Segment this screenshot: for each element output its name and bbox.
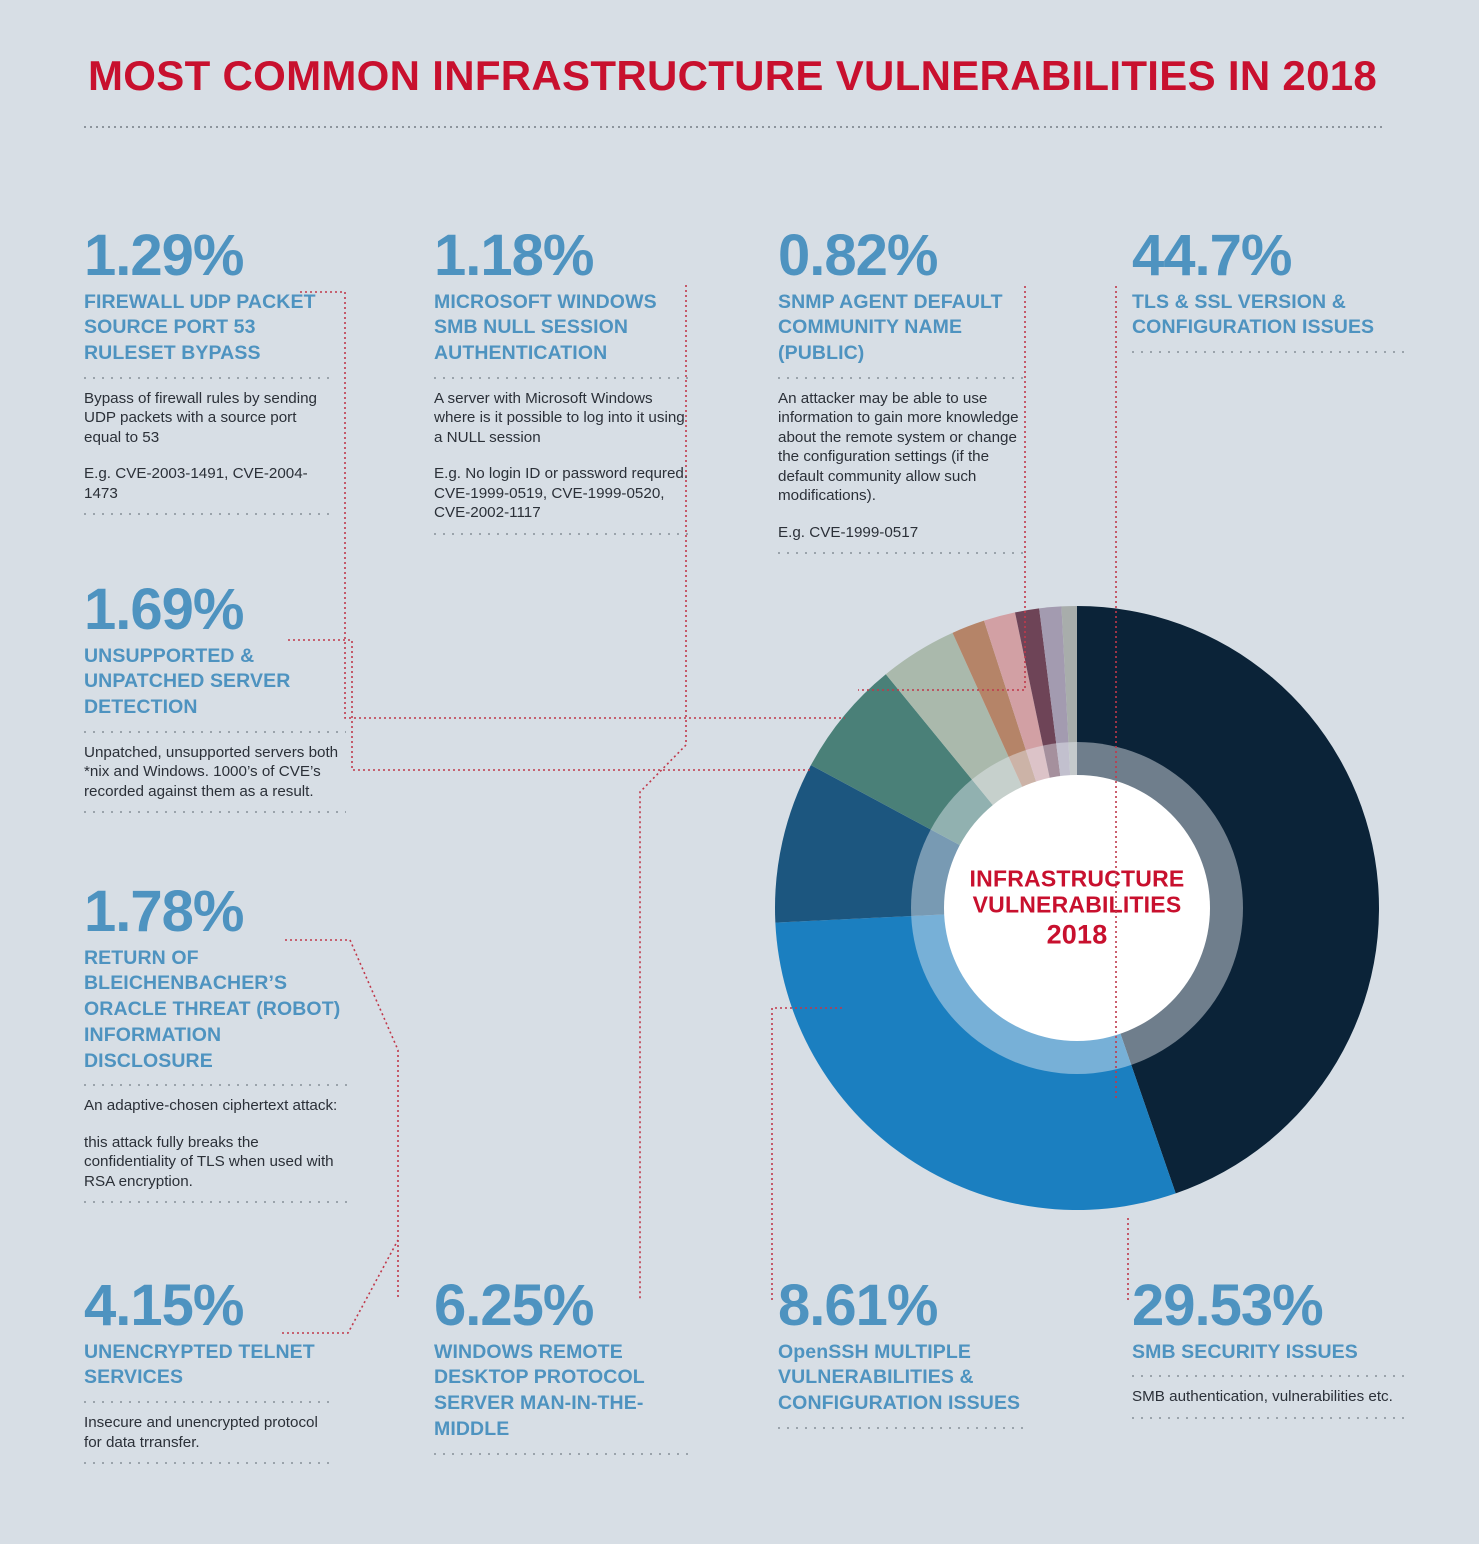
block-heading: MICROSOFT WINDOWS SMB NULL SESSION AUTHE… — [434, 290, 657, 365]
block-divider-bottom — [84, 513, 334, 516]
block-divider-bottom — [84, 1462, 336, 1465]
block-body-cve: E.g. No login ID or password requred. CV… — [434, 465, 689, 522]
block-heading: SNMP AGENT DEFAULT COMMUNITY NAME (PUBLI… — [778, 290, 1003, 365]
block-openssh-multiple: 8.61% OpenSSH MULTIPLE VULNERABILITIES &… — [778, 1273, 1030, 1439]
block-body-cve: E.g. CVE-2003-1491, CVE-2004-1473 — [84, 465, 308, 502]
block-body: SMB authentication, vulnerabilities etc. — [1132, 1388, 1393, 1406]
block-robot-disclosure: 1.78% RETURN OF BLEICHENBACHER’S ORACLE … — [84, 879, 350, 1213]
block-body: Bypass of firewall rules by sending UDP … — [84, 389, 317, 446]
donut-chart-svg — [774, 606, 1380, 1211]
block-percent: 1.18% — [434, 223, 594, 288]
block-divider — [84, 1084, 350, 1087]
block-divider — [84, 376, 334, 379]
block-divider-bottom — [778, 1426, 1030, 1429]
block-divider — [84, 730, 346, 733]
page-title: MOST COMMON INFRASTRUCTURE VULNERABILITI… — [88, 52, 1378, 99]
block-divider-bottom — [1132, 1416, 1404, 1419]
block-divider — [84, 1401, 336, 1404]
block-divider-bottom — [778, 552, 1030, 555]
block-body: An attacker may be able to use informati… — [778, 389, 1019, 505]
block-divider — [778, 376, 1030, 379]
block-heading: UNENCRYPTED TELNET SERVICES — [84, 1340, 315, 1389]
block-percent: 29.53% — [1132, 1273, 1324, 1338]
block-percent: 0.82% — [778, 223, 938, 288]
title-divider — [84, 126, 1384, 128]
pie-slice — [1077, 606, 1380, 1194]
block-divider — [1132, 1375, 1404, 1378]
block-heading: TLS & SSL VERSION & CONFIGURATION ISSUES — [1132, 290, 1375, 339]
center-hole — [944, 775, 1210, 1041]
block-percent: 4.15% — [84, 1273, 244, 1338]
block-heading: WINDOWS REMOTE DESKTOP PROTOCOL SERVER M… — [434, 1340, 645, 1440]
block-tls-ssl-version: 44.7% TLS & SSL VERSION & CONFIGURATION … — [1132, 223, 1404, 363]
block-smb-security: 29.53% SMB SECURITY ISSUES SMB authentic… — [1132, 1273, 1404, 1429]
block-heading: UNSUPPORTED & UNPATCHED SERVER DETECTION — [84, 644, 291, 719]
block-body: A server with Microsoft Windows where is… — [434, 389, 685, 446]
block-percent: 44.7% — [1132, 223, 1292, 288]
connector-unsupported — [288, 639, 812, 771]
block-body: Insecure and unencrypted protocol for da… — [84, 1414, 318, 1451]
block-body: Unpatched, unsupported servers both *nix… — [84, 743, 339, 800]
block-heading: FIREWALL UDP PACKET SOURCE PORT 53 RULES… — [84, 290, 316, 365]
block-divider-bottom — [84, 1201, 350, 1204]
block-firewall-udp: 1.29% FIREWALL UDP PACKET SOURCE PORT 53… — [84, 223, 334, 525]
block-percent: 8.61% — [778, 1273, 938, 1338]
block-percent: 6.25% — [434, 1273, 594, 1338]
block-smb-null-session: 1.18% MICROSOFT WINDOWS SMB NULL SESSION… — [434, 223, 690, 545]
block-unencrypted-telnet: 4.15% UNENCRYPTED TELNET SERVICES Insecu… — [84, 1273, 336, 1474]
block-body-detail: this attack fully breaks the confidentia… — [84, 1133, 334, 1190]
block-snmp-default-community: 0.82% SNMP AGENT DEFAULT COMMUNITY NAME … — [778, 223, 1030, 564]
block-divider-bottom — [84, 811, 346, 814]
block-percent: 1.78% — [84, 879, 244, 944]
block-heading: OpenSSH MULTIPLE VULNERABILITIES & CONFI… — [778, 1340, 1021, 1415]
block-unsupported-unpatched: 1.69% UNSUPPORTED & UNPATCHED SERVER DET… — [84, 577, 346, 823]
block-divider-bottom — [434, 532, 690, 535]
block-heading: RETURN OF BLEICHENBACHER’S ORACLE THREAT… — [84, 946, 341, 1072]
block-heading: SMB SECURITY ISSUES — [1132, 1340, 1358, 1363]
donut-chart: INFRASTRUCTURE VULNERABILITIES 2018 — [757, 588, 1397, 1228]
block-divider-bottom — [434, 1452, 690, 1455]
block-divider-bottom — [1132, 351, 1404, 354]
block-body-cve: E.g. CVE-1999-0517 — [778, 523, 919, 541]
block-percent: 1.69% — [84, 577, 244, 642]
block-body: An adaptive-chosen ciphertext attack: — [84, 1097, 338, 1115]
block-percent: 1.29% — [84, 223, 244, 288]
block-divider — [434, 376, 690, 379]
block-rdp-mitm: 6.25% WINDOWS REMOTE DESKTOP PROTOCOL SE… — [434, 1273, 690, 1465]
